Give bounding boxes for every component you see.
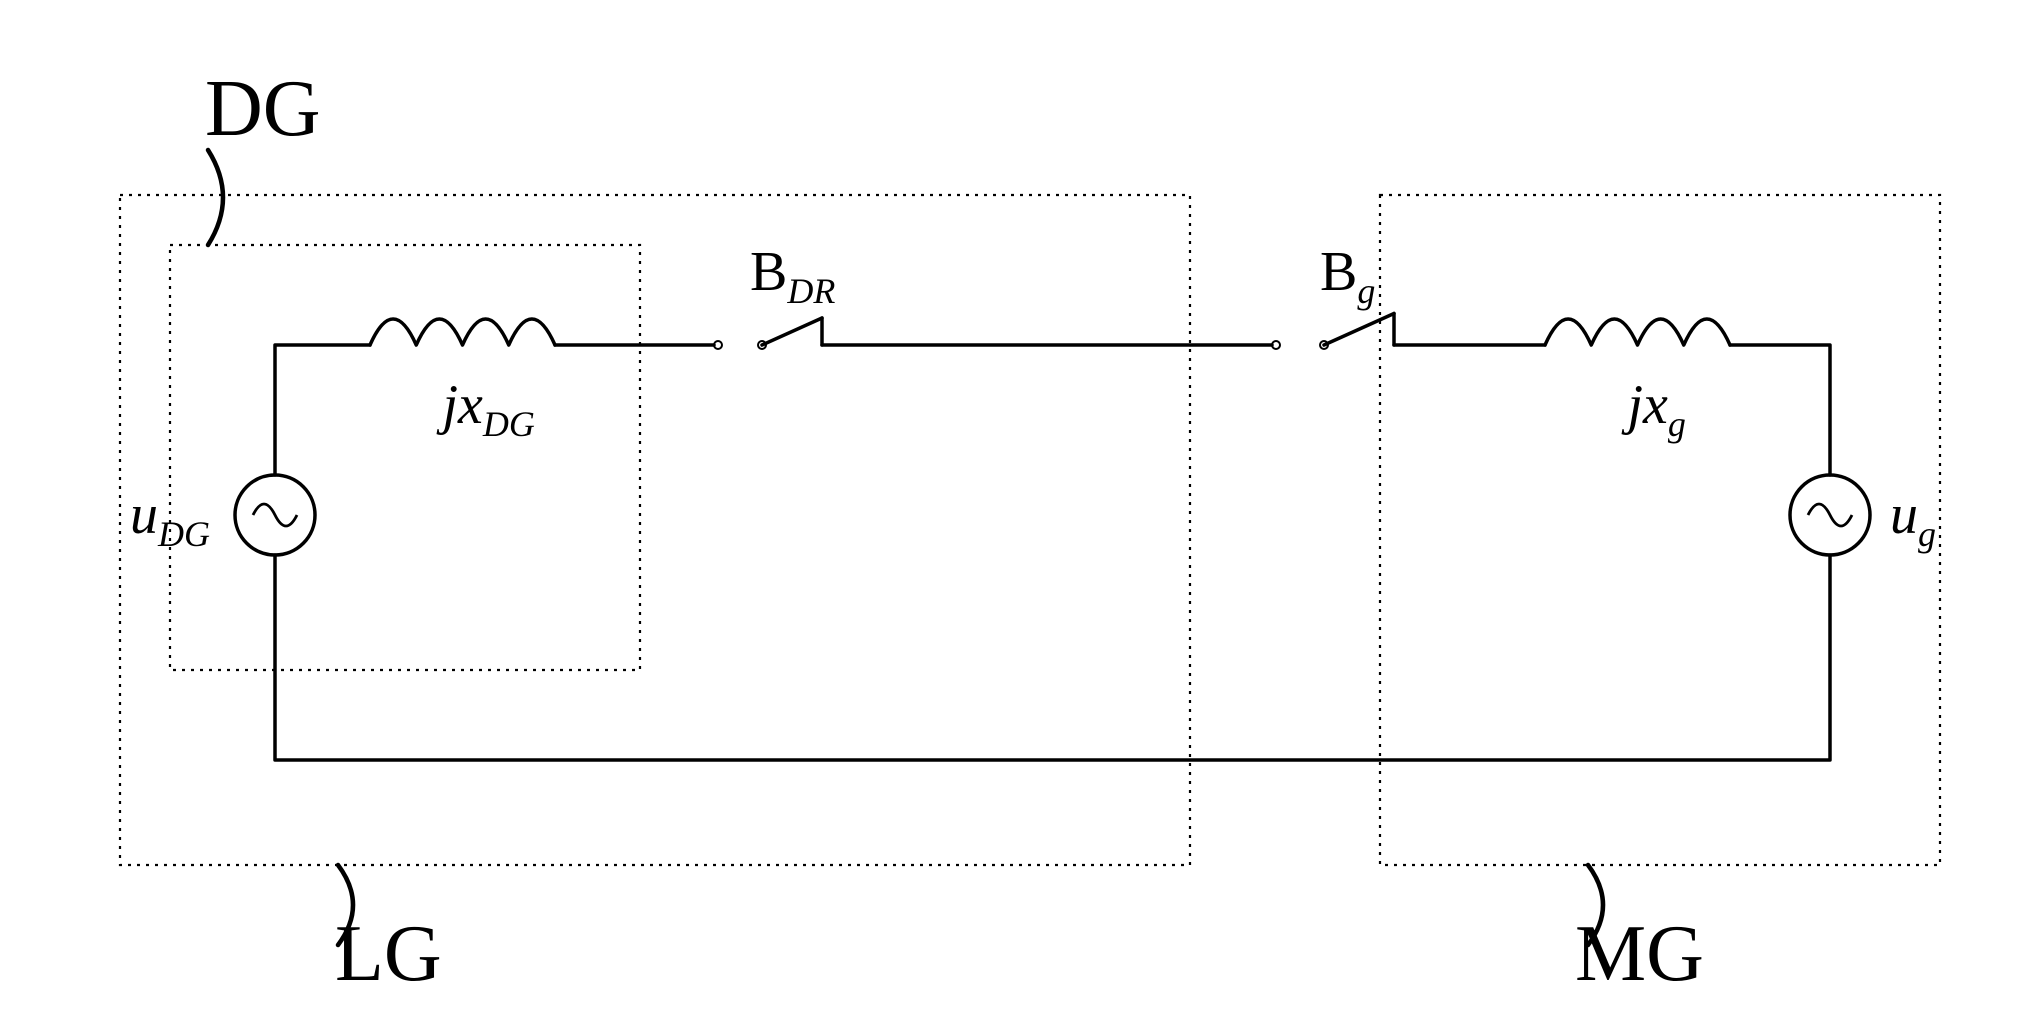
breaker-dr-arm	[762, 318, 822, 345]
source-dg-sine	[253, 504, 297, 526]
dg-boundary	[170, 245, 640, 670]
label-jx-dg: jxDG	[437, 374, 535, 444]
wire-return	[275, 555, 1830, 760]
hand-label-dg: DG	[205, 65, 321, 153]
inductor-dg	[370, 319, 555, 345]
inductor-g	[1545, 319, 1730, 345]
breaker-g-arm	[1324, 314, 1394, 346]
wire-dg-up	[275, 345, 370, 475]
label-b-g: Bg	[1320, 241, 1375, 311]
label-jx-g: jxg	[1622, 374, 1686, 444]
bracket-dg	[208, 150, 223, 245]
hand-label-mg: MG	[1575, 910, 1704, 998]
label-u-g: ug	[1890, 484, 1936, 554]
label-b-dr: BDR	[750, 241, 835, 311]
source-g-sine	[1808, 504, 1852, 526]
wire-coilg-to-srcg	[1730, 345, 1830, 475]
mg-boundary	[1380, 195, 1940, 865]
lg-boundary	[120, 195, 1190, 865]
